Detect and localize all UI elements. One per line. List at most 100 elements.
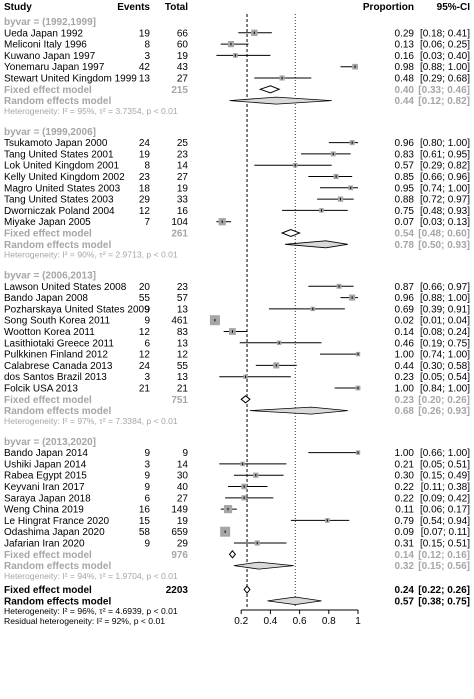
study-proportion: 1.00 — [395, 350, 415, 361]
plot-content: byvar = (1992,1999]Ueda Japan 1992 19 66 0.… — [4, 14, 470, 627]
study-ci: [0.03; 0.13] — [420, 217, 470, 228]
study-ci: [0.06; 0.25] — [420, 40, 470, 51]
study-total: 43 — [177, 62, 189, 73]
study-proportion: 0.30 — [395, 471, 415, 482]
subgroup-4: byvar = (2013,2020]Bando Japan 2014 9 9 1.0… — [4, 437, 470, 581]
study-name: Tang United States 2001 — [4, 149, 114, 160]
study-events: 58 — [139, 527, 151, 538]
study-events: 6 — [144, 338, 150, 349]
study-proportion: 0.79 — [395, 516, 415, 527]
study-ci: [0.88; 1.00] — [420, 293, 470, 304]
heterogeneity-text: Heterogeneity: I² = 97%, τ² = 7.3384, p … — [4, 416, 178, 426]
study-total: 55 — [177, 361, 189, 372]
fixed-proportion: 0.40 — [395, 85, 415, 96]
study-row: Magro United States 2003 18 19 0.95 [0.74; 1… — [4, 183, 470, 194]
study-row: Lasithiotaki Greece 2011 6 13 0.46 [0.19; 0.… — [4, 338, 470, 349]
study-total: 66 — [177, 28, 189, 39]
study-events: 24 — [139, 138, 151, 149]
subgroup-fixed-row: Fixed effect model 976 0.14 [0.12; 0.16] — [4, 550, 470, 561]
study-row: Odashima Japan 2020 58 659 0.09 [0.07; 0.11] — [4, 526, 471, 538]
fixed-ci: [0.48; 0.60] — [418, 229, 470, 240]
study-total: 16 — [177, 206, 189, 217]
fixed-label: Fixed effect model — [4, 395, 92, 406]
subgroup-random-row: Random effects model 0.78 [0.50; 0.93] — [4, 240, 470, 251]
study-total: 60 — [177, 40, 189, 51]
study-events: 20 — [139, 282, 151, 293]
study-name: Meliconi Italy 1996 — [4, 40, 87, 51]
study-proportion: 0.23 — [395, 372, 415, 383]
study-row: Weng China 2019 16 149 0.11 [0.06; 0.17] — [4, 505, 470, 516]
study-ci: [0.06; 0.17] — [420, 505, 470, 516]
study-row: Keyvani Iran 2017 9 40 0.22 [0.11; 0.38] — [4, 482, 470, 493]
study-proportion: 0.11 — [395, 505, 414, 516]
study-row: Calabrese Canada 2013 24 55 0.44 [0.30; 0.58… — [4, 361, 470, 372]
study-row: Bando Japan 2008 55 57 0.96 [0.88; 1.00] — [4, 293, 470, 304]
random-ci: [0.12; 0.82] — [418, 96, 470, 107]
header-events: Events — [117, 2, 150, 13]
study-proportion: 0.48 — [395, 74, 415, 85]
study-ci: [0.11; 0.38] — [421, 482, 471, 493]
fixed-total: 215 — [171, 85, 188, 96]
marker-layer — [246, 14, 296, 608]
study-events: 6 — [144, 493, 150, 504]
overall-fixed-total: 2203 — [166, 585, 189, 596]
heterogeneity-text: Heterogeneity: I² = 95%, τ² = 3.7354, p … — [4, 106, 178, 116]
random-proportion: 0.78 — [395, 240, 415, 251]
study-proportion: 0.75 — [395, 206, 415, 217]
x-tick-label: 0.4 — [263, 616, 277, 627]
fixed-total: 751 — [171, 395, 188, 406]
study-total: 83 — [177, 327, 189, 338]
random-diamond — [233, 561, 294, 570]
study-proportion: 0.21 — [395, 459, 415, 470]
study-events: 8 — [144, 40, 150, 51]
overall-fixed-ci: [0.22; 0.26] — [418, 585, 470, 596]
study-row: Dworniczak Poland 2004 12 16 0.75 [0.48; 0.9… — [4, 206, 470, 217]
study-ci: [0.29; 0.82] — [420, 161, 470, 172]
study-total: 27 — [177, 493, 189, 504]
study-proportion: 0.46 — [395, 338, 415, 349]
fixed-proportion: 0.23 — [395, 395, 415, 406]
header-ci: 95%-CI — [437, 2, 471, 13]
random-label: Random effects model — [4, 240, 111, 251]
study-events: 7 — [144, 217, 150, 228]
study-row: Pulkkinen Finland 2012 12 12 1.00 [0.74; 1.0… — [4, 350, 470, 361]
study-proportion: 0.95 — [395, 183, 415, 194]
study-proportion: 0.09 — [395, 527, 415, 538]
study-total: 29 — [177, 539, 189, 550]
fixed-diamond — [258, 85, 281, 94]
study-ci: [0.74; 1.00] — [420, 183, 470, 194]
study-proportion: 0.14 — [395, 327, 415, 338]
study-events: 24 — [139, 361, 151, 372]
study-events: 9 — [144, 448, 150, 459]
fixed-label: Fixed effect model — [4, 85, 92, 96]
study-ci: [0.07; 0.11] — [421, 527, 471, 538]
study-row: Miyake Japan 2005 7 104 0.07 [0.03; 0.13] — [4, 217, 470, 228]
x-tick-label: 0.8 — [322, 616, 336, 627]
study-total: 30 — [177, 471, 189, 482]
study-name: Magro United States 2003 — [4, 183, 121, 194]
study-name: Ushiki Japan 2014 — [4, 459, 87, 470]
overall-heterogeneity: Heterogeneity: I² = 96%, τ² = 4.6939, p … — [4, 606, 178, 616]
x-tick-label: 0.6 — [293, 616, 307, 627]
fixed-diamond — [228, 550, 237, 559]
subgroup-2: byvar = (1999,2006]Tsukamoto Japan 2000 2… — [4, 127, 470, 260]
overall-random-proportion: 0.57 — [395, 596, 415, 607]
fixed-diamond — [280, 228, 301, 238]
fixed-ci: [0.20; 0.26] — [418, 395, 470, 406]
study-ci: [0.01; 0.04] — [420, 316, 470, 327]
subgroup-label: byvar = (2006,2013] — [4, 271, 96, 282]
study-row: Tsukamoto Japan 2000 24 25 0.96 [0.80; 1.00] — [4, 138, 470, 149]
random-proportion: 0.68 — [395, 406, 415, 417]
study-name: Folcik USA 2013 — [4, 384, 78, 395]
heterogeneity-text: Heterogeneity: I² = 94%, τ² = 1.9704, p … — [4, 571, 178, 581]
study-events: 42 — [139, 62, 151, 73]
study-row: Kuwano Japan 1997 3 19 0.16 [0.03; 0.40] — [4, 51, 470, 62]
study-row: Yonemaru Japan 1997 42 43 0.98 [0.88; 1.00] — [4, 62, 470, 73]
fixed-ci: [0.33; 0.46] — [418, 85, 470, 96]
study-row: Jafarian Iran 2020 9 29 0.31 [0.15; 0.51] — [4, 539, 470, 550]
study-row: Wootton Korea 2011 12 83 0.14 [0.08; 0.24] — [4, 327, 470, 338]
study-ci: [0.74; 1.00] — [420, 350, 470, 361]
study-name: Pulkkinen Finland 2012 — [4, 350, 108, 361]
study-name: Ueda Japan 1992 — [4, 28, 83, 39]
